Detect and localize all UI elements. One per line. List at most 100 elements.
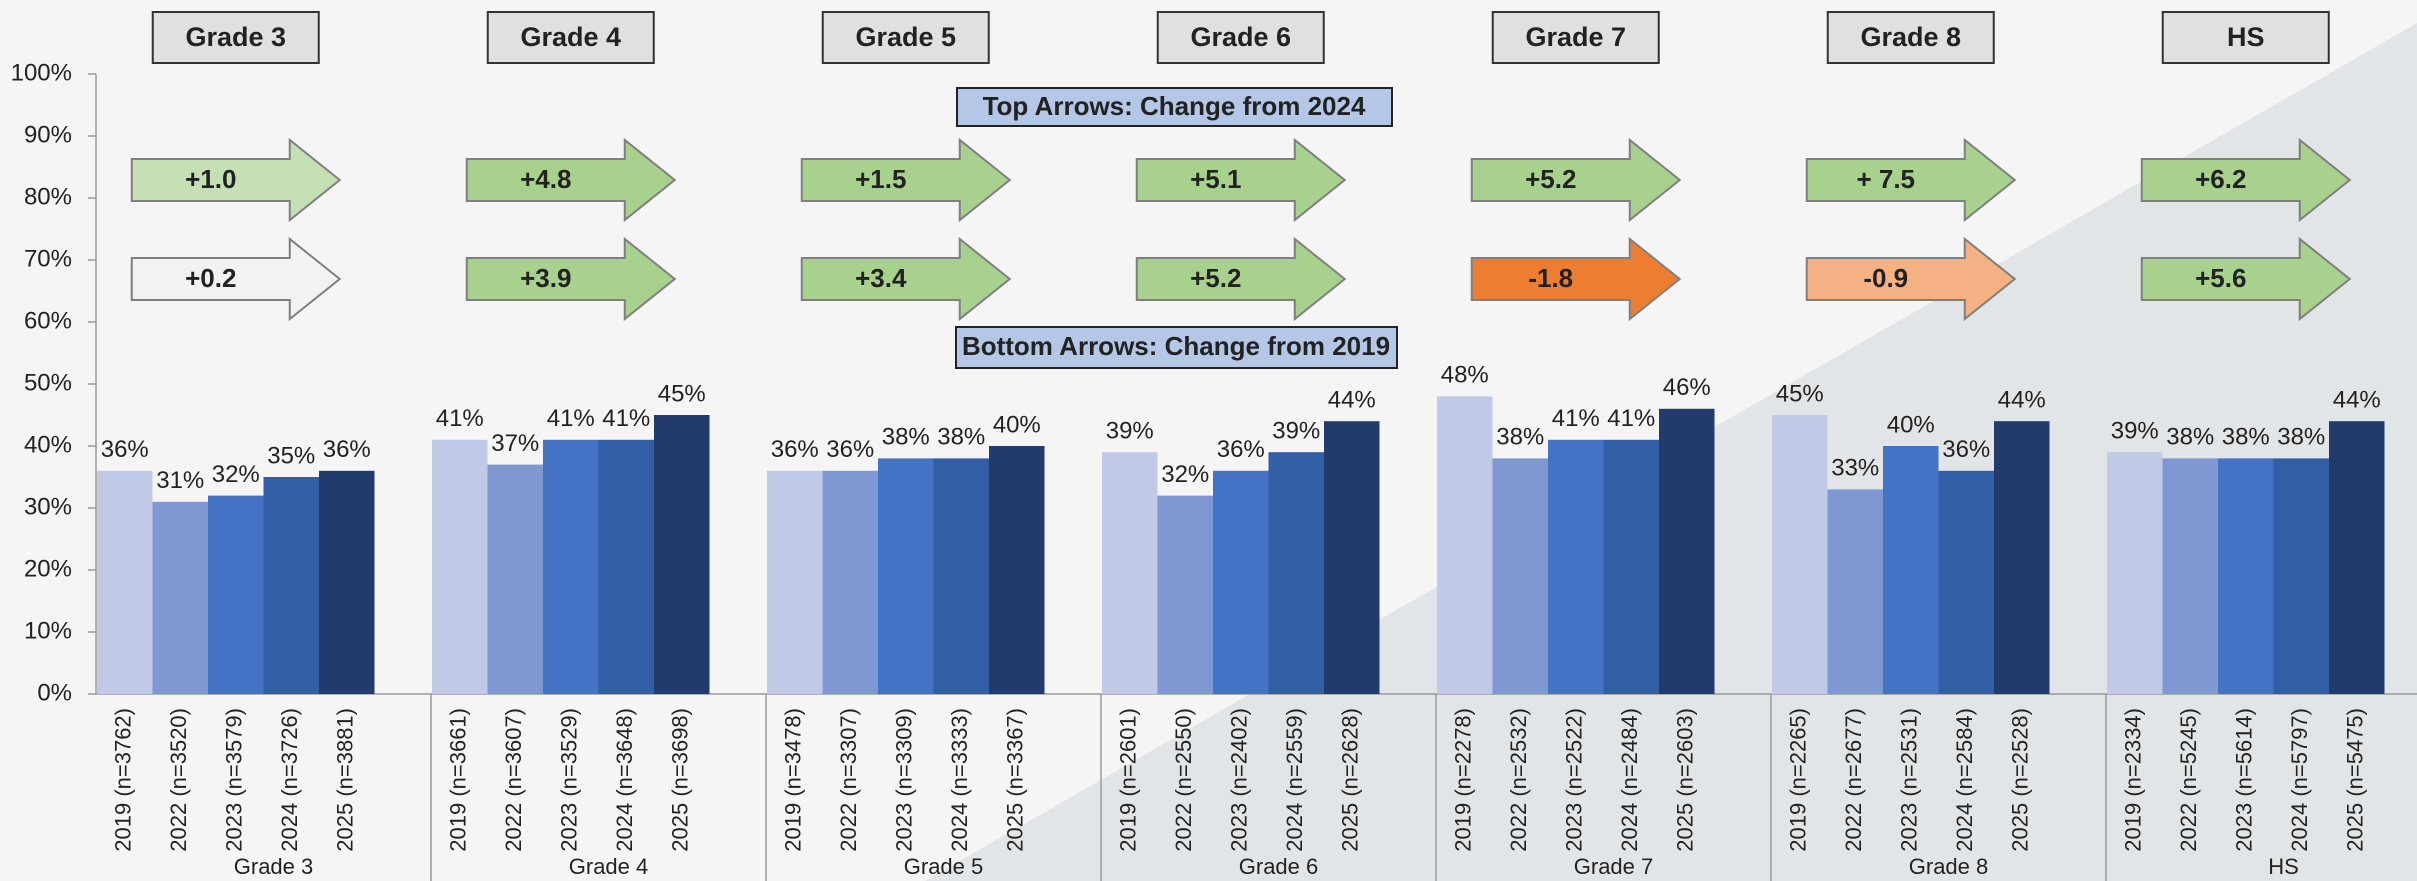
group-header: Grade 8 [1860,22,1961,52]
value-label: 41% [1552,405,1600,432]
top-arrow-label: +5.1 [1190,164,1241,194]
top-arrow-label: + 7.5 [1856,164,1915,194]
x-tick-label: 2019 (n=2265) [1786,708,1811,852]
bar [878,458,934,694]
bottom-arrow-label: +0.2 [185,263,236,293]
bottom-arrow-label: +3.9 [520,263,571,293]
x-tick-label: 2022 (n=3520) [166,708,191,852]
x-tick-label: 2025 (n=2528) [2008,708,2033,852]
x-tick-label: 2022 (n=3607) [501,708,526,852]
annotation: Top Arrows: Change from 2024 [983,91,1366,121]
x-tick-label: 2024 (n=3726) [277,708,302,852]
value-label: 36% [826,436,874,463]
bar [1659,408,1715,694]
y-tick-label: 40% [24,431,72,458]
x-tick-label: 2024 (n=2559) [1282,708,1307,852]
bottom-arrow [1805,236,2017,322]
value-label: 41% [602,405,650,432]
bar [2329,421,2385,694]
x-tick-label: 2024 (n=3648) [612,708,637,852]
y-tick-label: 60% [24,307,72,334]
annotation-box [955,326,1398,369]
group-header-box [1491,11,1660,64]
top-arrow-label: +1.5 [855,164,906,194]
bar [1938,470,1994,694]
bottom-arrow [2140,236,2352,322]
bottom-arrow [800,236,1012,322]
top-arrow [130,137,342,223]
top-arrow-label: +5.2 [1525,164,1576,194]
x-tick-label: 2022 (n=5245) [2176,708,2201,852]
x-tick-label: 2019 (n=3478) [781,708,806,852]
group-header-box [2161,11,2330,64]
bottom-arrow [465,236,677,322]
x-tick-label: 2019 (n=2278) [1451,708,1476,852]
value-label: 37% [491,430,539,457]
value-label: 38% [2222,424,2270,451]
bottom-arrow-label: -1.8 [1528,263,1573,293]
bar [933,458,989,694]
top-arrow [800,137,1012,223]
bar [767,470,823,694]
x-tick-label: 2024 (n=3333) [947,708,972,852]
group-header: Grade 7 [1525,22,1626,52]
group-label: Grade 4 [569,854,649,879]
value-label: 32% [1161,461,1209,488]
bar [1324,421,1380,694]
bar [1157,495,1213,694]
x-tick-label: 2019 (n=3661) [446,708,471,852]
bar [152,501,208,694]
value-label: 38% [2166,424,2214,451]
group-header-box [1826,11,1995,64]
x-tick-label: 2025 (n=3881) [333,708,358,852]
bar [1437,396,1493,694]
bottom-arrow-label: -0.9 [1863,263,1908,293]
bar [1827,489,1883,694]
group-label: Grade 3 [234,854,314,879]
bar [543,439,599,694]
y-tick-label: 0% [37,679,72,706]
value-label: 38% [2277,424,2325,451]
x-tick-label: 2023 (n=5614) [2232,708,2257,852]
value-label: 36% [771,436,819,463]
bar [1213,470,1269,694]
group-label: Grade 5 [904,854,984,879]
bar [1883,446,1939,694]
bar [208,495,264,694]
value-label: 41% [547,405,595,432]
bar [1548,439,1604,694]
x-tick-label: 2023 (n=2522) [1562,708,1587,852]
value-label: 35% [267,442,315,469]
x-tick-label: 2023 (n=2531) [1897,708,1922,852]
value-label: 45% [658,380,706,407]
bottom-arrow-label: +3.4 [855,263,907,293]
top-arrow-label: +6.2 [2195,164,2246,194]
bottom-arrow [1470,236,1682,322]
value-label: 48% [1441,362,1489,389]
x-tick-label: 2019 (n=2601) [1116,708,1141,852]
value-label: 38% [1496,424,1544,451]
value-label: 46% [1663,374,1711,401]
y-tick-label: 90% [24,121,72,148]
value-label: 36% [101,436,149,463]
bar [654,415,710,694]
group-header-box [486,11,655,64]
bottom-arrow-label: +5.6 [2195,263,2246,293]
x-tick-label: 2022 (n=2532) [1506,708,1531,852]
bar [319,470,375,694]
bar [263,477,319,694]
x-tick-label: 2023 (n=3579) [222,708,247,852]
value-label: 32% [212,461,260,488]
value-label: 44% [2333,387,2381,414]
annotation: Bottom Arrows: Change from 2019 [962,331,1390,361]
y-tick-label: 100% [11,59,72,86]
x-tick-label: 2023 (n=2402) [1227,708,1252,852]
top-arrow [465,137,677,223]
bar [598,439,654,694]
bar [487,464,543,694]
y-tick-label: 80% [24,183,72,210]
top-arrow-label: +4.8 [520,164,571,194]
x-tick-label: 2024 (n=5797) [2287,708,2312,852]
bar [1102,452,1158,694]
